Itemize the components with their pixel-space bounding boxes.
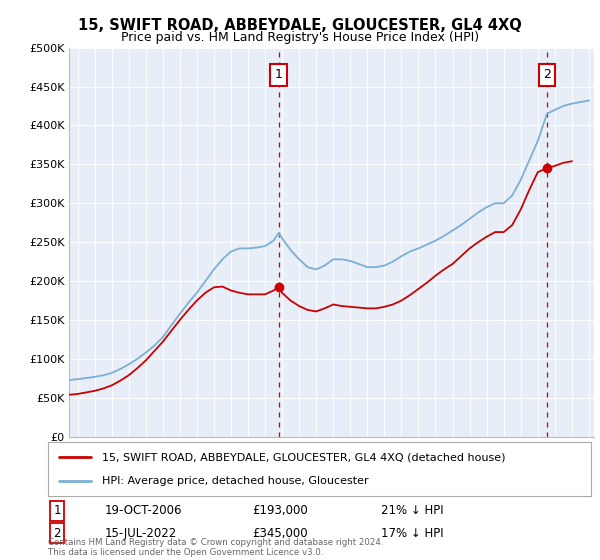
- Text: 2: 2: [543, 68, 551, 81]
- Text: £345,000: £345,000: [252, 526, 308, 540]
- Text: 15, SWIFT ROAD, ABBEYDALE, GLOUCESTER, GL4 4XQ: 15, SWIFT ROAD, ABBEYDALE, GLOUCESTER, G…: [78, 18, 522, 34]
- Text: 2: 2: [53, 526, 61, 540]
- Text: 1: 1: [53, 504, 61, 517]
- Text: HPI: Average price, detached house, Gloucester: HPI: Average price, detached house, Glou…: [103, 475, 369, 486]
- Text: 15, SWIFT ROAD, ABBEYDALE, GLOUCESTER, GL4 4XQ (detached house): 15, SWIFT ROAD, ABBEYDALE, GLOUCESTER, G…: [103, 452, 506, 463]
- Text: 17% ↓ HPI: 17% ↓ HPI: [381, 526, 443, 540]
- Text: 15-JUL-2022: 15-JUL-2022: [105, 526, 177, 540]
- Text: 1: 1: [275, 68, 283, 81]
- Text: 21% ↓ HPI: 21% ↓ HPI: [381, 504, 443, 517]
- Text: £193,000: £193,000: [252, 504, 308, 517]
- Text: 19-OCT-2006: 19-OCT-2006: [105, 504, 182, 517]
- Text: Contains HM Land Registry data © Crown copyright and database right 2024.
This d: Contains HM Land Registry data © Crown c…: [48, 538, 383, 557]
- Text: Price paid vs. HM Land Registry's House Price Index (HPI): Price paid vs. HM Land Registry's House …: [121, 31, 479, 44]
